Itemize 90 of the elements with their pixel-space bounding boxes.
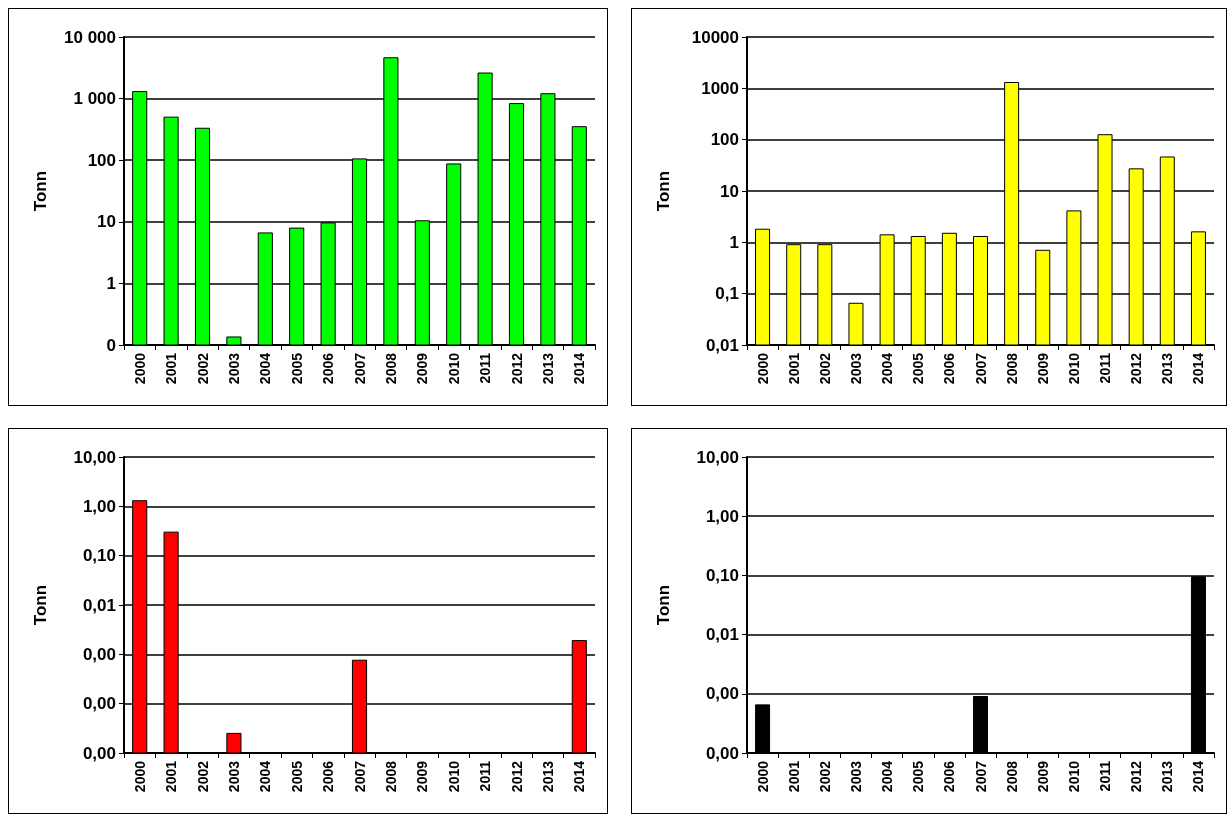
x-tick-label: 2005	[910, 352, 927, 385]
x-tick-label: 2005	[288, 352, 305, 385]
x-tick-label: 2014	[571, 352, 588, 385]
x-tick-label: 2003	[225, 352, 242, 385]
y-tick-label: 100	[710, 130, 739, 150]
x-tick-label: 2013	[539, 352, 556, 385]
x-tick-label: 2004	[257, 352, 274, 385]
y-axis-title: Tonn	[31, 170, 50, 212]
x-tick-label: 2002	[194, 352, 211, 385]
x-tick-label: 2000	[131, 760, 148, 793]
x-tick-label: 2010	[1065, 352, 1082, 385]
y-axis-title: Tonn	[654, 170, 673, 212]
y-axis-title: Tonn	[654, 584, 673, 626]
y-tick-label: 10,00	[73, 447, 116, 467]
x-tick-label: 2014	[1190, 760, 1207, 793]
x-tick-label: 2011	[1097, 760, 1114, 792]
y-tick-label: 10	[720, 181, 739, 201]
y-tick-label: 1	[106, 273, 116, 293]
y-tick-label: 10,00	[696, 447, 739, 467]
y-tick-label: 0	[106, 335, 116, 355]
x-tick-label: 2012	[508, 352, 525, 385]
x-tick-label: 2001	[785, 352, 802, 385]
x-tick-label: 2004	[257, 760, 274, 793]
x-tick-label: 2014	[571, 760, 588, 793]
x-tick-label: 2001	[785, 760, 802, 793]
x-tick-label: 2012	[1128, 352, 1145, 385]
y-axis-title: Tonn	[31, 584, 50, 626]
x-tick-label: 2007	[351, 760, 368, 793]
x-tick-label: 2013	[539, 760, 556, 793]
x-tick-label: 2006	[941, 352, 958, 385]
x-tick-label: 2009	[414, 352, 431, 385]
y-tick-label: 1 000	[73, 89, 116, 109]
x-tick-label: 2010	[1065, 760, 1082, 793]
x-tick-label: 2009	[414, 760, 431, 793]
x-tick-label: 2004	[879, 760, 896, 793]
x-tick-label: 2006	[941, 760, 958, 793]
x-tick-label: 2011	[477, 352, 494, 384]
x-tick-label: 2001	[163, 760, 180, 793]
x-tick-label: 2000	[754, 352, 771, 385]
x-tick-label: 2002	[816, 760, 833, 793]
y-tick-label: 0,00	[705, 743, 739, 763]
x-tick-label: 2007	[972, 352, 989, 385]
x-tick-label: 2004	[879, 352, 896, 385]
y-tick-label: 0,00	[82, 743, 116, 763]
x-tick-label: 2005	[288, 760, 305, 793]
y-tick-label: 0,00	[82, 644, 116, 664]
x-tick-label: 2009	[1034, 760, 1051, 793]
x-tick-label: 2006	[320, 352, 337, 385]
x-tick-label: 2003	[847, 760, 864, 793]
x-tick-label: 2011	[1097, 352, 1114, 384]
x-tick-label: 2014	[1190, 352, 1207, 385]
x-tick-label: 2013	[1159, 352, 1176, 385]
x-tick-label: 2007	[351, 352, 368, 385]
x-tick-label: 2008	[1003, 352, 1020, 385]
y-tick-label: 0,00	[82, 694, 116, 714]
y-tick-label: 0,01	[705, 335, 739, 355]
y-tick-label: 0,1	[715, 284, 739, 304]
x-tick-label: 2008	[382, 760, 399, 793]
y-tick-label: 0,01	[82, 595, 116, 615]
x-tick-label: 2006	[320, 760, 337, 793]
y-tick-label: 0,10	[705, 565, 739, 585]
y-tick-label: 0,10	[82, 546, 116, 566]
y-tick-label: 10 000	[64, 27, 116, 47]
x-tick-label: 2013	[1159, 760, 1176, 793]
x-tick-label: 2002	[816, 352, 833, 385]
x-tick-label: 2002	[194, 760, 211, 793]
x-tick-label: 2009	[1034, 352, 1051, 385]
y-tick-label: 1,00	[705, 506, 739, 526]
x-tick-label: 2008	[1003, 760, 1020, 793]
y-tick-label: 0,01	[705, 625, 739, 645]
y-tick-label: 10000	[691, 27, 739, 47]
y-tick-label: 100	[87, 150, 116, 170]
x-tick-label: 2012	[508, 760, 525, 793]
x-tick-label: 2010	[445, 352, 462, 385]
y-tick-label: 1000	[701, 78, 739, 98]
x-tick-label: 2003	[847, 352, 864, 385]
y-tick-label: 0,00	[705, 684, 739, 704]
x-tick-label: 2003	[225, 760, 242, 793]
x-tick-label: 2012	[1128, 760, 1145, 793]
x-tick-label: 2007	[972, 760, 989, 793]
y-tick-label: 1	[729, 232, 739, 252]
x-tick-label: 2008	[382, 352, 399, 385]
x-tick-label: 2001	[163, 352, 180, 385]
y-tick-label: 1,00	[82, 496, 116, 516]
x-tick-label: 2000	[754, 760, 771, 793]
y-tick-label: 10	[97, 212, 116, 232]
x-tick-label: 2000	[131, 352, 148, 385]
x-tick-label: 2010	[445, 760, 462, 793]
x-tick-label: 2011	[477, 760, 494, 792]
x-tick-label: 2005	[910, 760, 927, 793]
